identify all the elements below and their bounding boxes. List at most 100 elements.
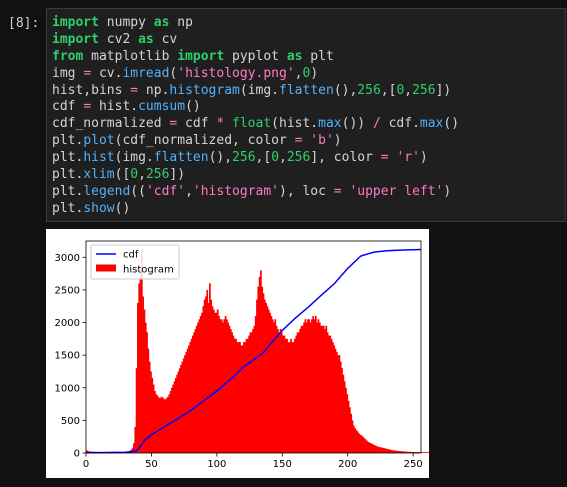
histogram-bar [403,451,406,453]
y-tick-label: 2000 [55,318,80,329]
histogram-bar [260,270,262,453]
code-token: cv [153,31,178,47]
histogram-bar [237,342,240,453]
histogram-bar [312,316,315,453]
code-token: hist. [91,99,139,115]
code-token: as [153,15,170,30]
histogram-bar [240,345,243,453]
histogram-bar [229,329,232,453]
y-tick-label: 1000 [55,383,80,394]
histogram-bar [377,446,380,453]
histogram-bar [379,447,381,453]
code-line: from matplotlib import pyplot as plt [52,49,459,66]
histogram-bar [195,325,198,453]
histogram-bar [172,384,175,453]
y-tick-label: 500 [61,416,80,427]
histogram-bar [185,351,188,453]
code-token: (), [333,82,358,98]
histogram-bar [390,450,393,453]
histogram-bar [288,342,291,453]
histogram-bar [410,451,413,453]
code-token: float [232,116,272,132]
histogram-bar [257,286,260,453]
histogram-bar [199,316,202,453]
histogram-bar [332,342,334,453]
histogram-bar [265,302,267,453]
histogram-bar [347,400,350,453]
code-token: plt [302,48,334,64]
histogram-bar [396,450,398,453]
code-token: 0 [396,82,405,98]
histogram-bar [373,445,376,453]
y-tick-label: 2500 [55,285,80,296]
histogram-bar [296,332,299,453]
code-token: 'histology.png' [177,65,295,81]
histogram-bar [292,342,295,453]
histogram-bar [352,425,355,453]
histogram-bar [227,322,230,453]
code-token: 256 [286,150,311,166]
histogram-bar [161,397,164,453]
cdf-line [85,248,422,454]
code-editor[interactable]: import numpy as np import cv2 as cv from m… [52,15,459,218]
histogram-bar [307,319,309,453]
histogram-bar [322,325,325,453]
histogram-bar [191,335,194,453]
histogram-bar [359,434,362,453]
histogram-bar [248,335,250,453]
histogram-bar [277,329,279,453]
code-token: , [294,65,303,81]
code-token: as [138,31,154,47]
output-area: 0 50 100 150 200 250 0 500 1000 1500 2000 2500 3000 c… [46,229,435,478]
histogram-bar [176,374,179,453]
histogram-bar [421,452,423,453]
histogram-bar [219,319,222,453]
histogram-bar [343,381,346,453]
histogram-bar [249,332,252,453]
x-tick-label: 100 [207,459,226,470]
histogram-bar [241,345,244,453]
histogram-bar [337,355,339,453]
code-token: (cdf_normalized, color [114,133,295,149]
histogram-bar [308,319,311,453]
code-token: cdf. [380,116,420,132]
histogram-bar [358,433,360,453]
histogram-bar [210,299,213,453]
histogram-bar [315,316,317,453]
histogram-bar [157,397,160,453]
histogram-bar [375,445,377,453]
code-token: 256 [232,150,256,166]
histogram-bar [414,452,417,453]
histogram-bar [328,335,330,453]
histogram-bar [299,329,302,453]
histogram-bar [311,319,313,453]
legend-cdf-label: cdf [123,250,139,261]
code-line: hist,bins = np.histogram(img.flatten(),2… [52,83,459,100]
histogram-bar [401,451,404,453]
code-token: = [294,133,303,149]
histogram-bar [301,325,304,453]
code-cell[interactable]: import numpy as np import cv2 as cv from m… [46,8,566,222]
histogram-bar [380,447,383,453]
histogram-bar [304,319,307,453]
histogram-bar [154,391,156,453]
histogram-bar [360,435,363,453]
histogram-bar [212,309,215,453]
histogram-bar [279,329,282,453]
histogram-bar [280,332,283,453]
code-token: = [83,99,92,115]
histogram-bar [252,329,254,453]
histogram-bar [215,312,218,453]
code-token: (img. [114,150,154,166]
code-token: plot [83,133,115,149]
code-token: , [404,82,413,98]
histogram-bar [143,309,146,453]
histogram-bar [384,448,387,453]
code-token: 'cdf' [145,183,186,199]
code-token: ], color [310,150,381,166]
histogram-bar [409,451,411,453]
histogram-bar [207,302,210,453]
histogram-bar [171,387,173,453]
histogram-bar [341,368,343,453]
